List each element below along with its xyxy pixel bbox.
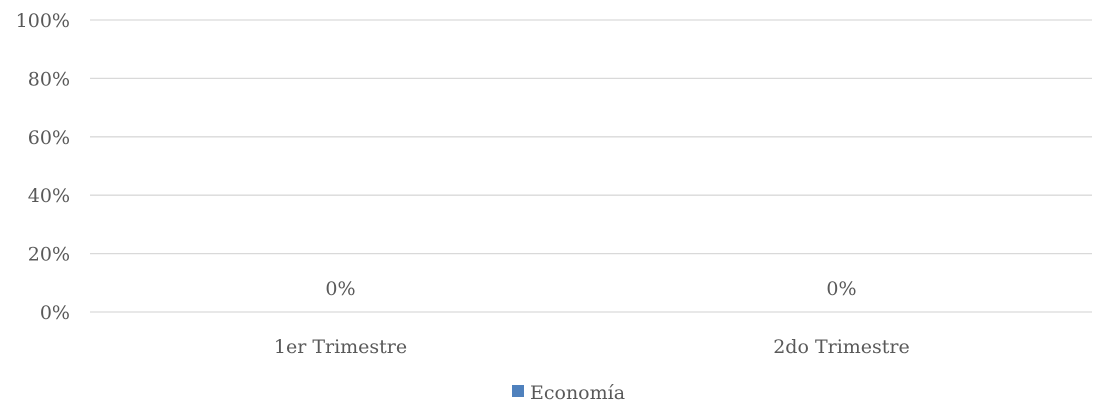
legend-item: Economía [512,382,625,404]
legend-swatch [512,385,524,397]
legend: Economía [512,382,625,404]
data-label: 0% [325,278,355,300]
y-tick-label: 80% [28,68,70,90]
legend-label: Economía [530,382,625,404]
y-tick-label: 20% [28,244,70,266]
y-tick-label: 0% [40,302,70,324]
y-tick-label: 100% [16,10,70,32]
x-tick-label: 2do Trimestre [773,336,910,358]
data-label: 0% [826,278,856,300]
x-axis-labels: 1er Trimestre 2do Trimestre [274,336,910,358]
y-tick-label: 40% [28,185,70,207]
y-axis-labels: 0% 20% 40% 60% 80% 100% [16,10,70,324]
y-tick-label: 60% [28,127,70,149]
grid-layer [90,19,1092,313]
x-tick-label: 1er Trimestre [274,336,407,358]
data-labels: 0% 0% [325,278,856,300]
